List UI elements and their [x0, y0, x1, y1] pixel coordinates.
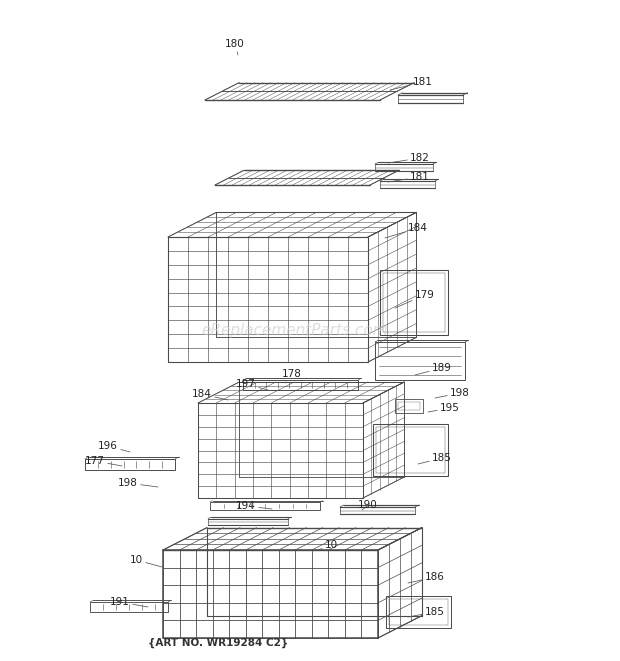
FancyBboxPatch shape — [90, 602, 168, 612]
FancyBboxPatch shape — [210, 502, 320, 510]
Text: 179: 179 — [395, 290, 435, 308]
Text: 181: 181 — [390, 77, 433, 90]
Bar — [376, 427, 445, 473]
Text: eReplacementParts.com: eReplacementParts.com — [202, 323, 388, 338]
Text: 180: 180 — [225, 39, 245, 55]
Bar — [375, 342, 465, 380]
Text: 197: 197 — [236, 379, 268, 390]
Text: 185: 185 — [418, 453, 452, 464]
Text: 184: 184 — [385, 223, 428, 238]
Text: 184: 184 — [192, 389, 228, 400]
Text: 10: 10 — [130, 555, 162, 567]
Bar — [386, 596, 451, 628]
Text: 191: 191 — [110, 597, 148, 607]
Text: 189: 189 — [415, 363, 452, 375]
Text: 198: 198 — [435, 388, 470, 398]
Text: 181: 181 — [388, 172, 430, 182]
Text: 185: 185 — [408, 607, 445, 617]
Text: 10: 10 — [318, 540, 338, 550]
Text: 182: 182 — [388, 153, 430, 163]
Bar — [398, 402, 420, 410]
Bar — [380, 270, 448, 335]
Bar — [373, 424, 448, 476]
Bar — [389, 599, 448, 625]
Text: 195: 195 — [428, 403, 460, 413]
Text: 198: 198 — [118, 478, 158, 488]
FancyBboxPatch shape — [85, 459, 175, 470]
Text: 178: 178 — [282, 369, 302, 383]
Text: {ART NO. WR19284 C2}: {ART NO. WR19284 C2} — [148, 638, 288, 648]
FancyBboxPatch shape — [243, 380, 358, 390]
Text: 194: 194 — [236, 501, 272, 511]
Text: 196: 196 — [98, 441, 130, 452]
Text: 186: 186 — [408, 572, 445, 583]
Text: 177: 177 — [85, 456, 122, 466]
Bar — [383, 273, 445, 332]
Text: 190: 190 — [358, 500, 378, 510]
Bar — [395, 399, 423, 413]
